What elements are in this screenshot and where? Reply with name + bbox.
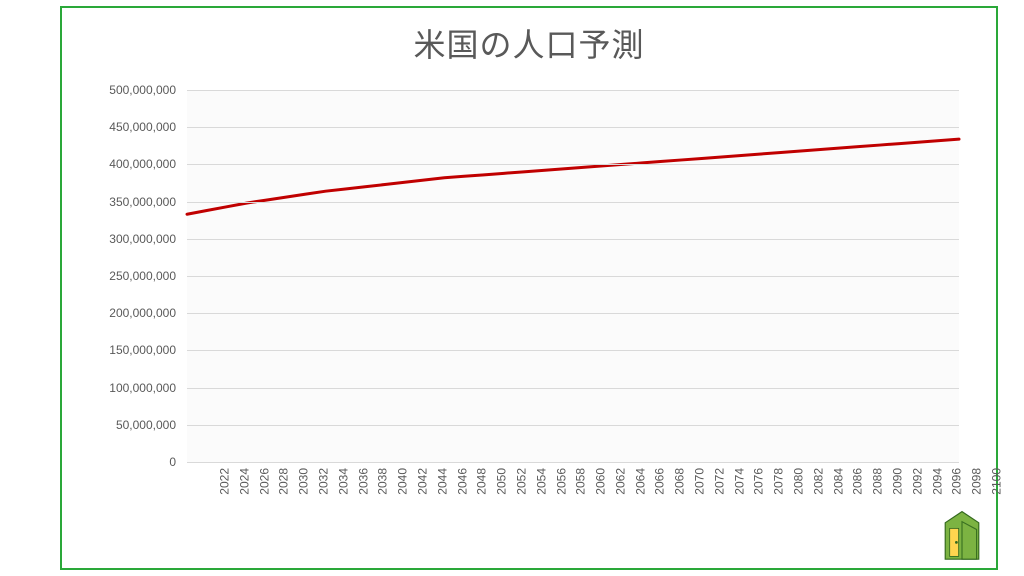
x-tick-label: 2092: [911, 468, 925, 495]
y-tick-label: 400,000,000: [81, 157, 176, 171]
y-tick-label: 450,000,000: [81, 120, 176, 134]
x-tick-label: 2064: [633, 468, 647, 495]
x-tick-label: 2090: [891, 468, 905, 495]
y-tick-label: 300,000,000: [81, 232, 176, 246]
x-tick-label: 2028: [277, 468, 291, 495]
gridline: [187, 388, 959, 389]
x-tick-label: 2026: [257, 468, 271, 495]
x-tick-label: 2034: [336, 468, 350, 495]
y-tick-label: 150,000,000: [81, 343, 176, 357]
x-tick-label: 2038: [376, 468, 390, 495]
x-tick-label: 2060: [594, 468, 608, 495]
y-tick-label: 350,000,000: [81, 195, 176, 209]
x-tick-label: 2080: [792, 468, 806, 495]
x-tick-label: 2096: [950, 468, 964, 495]
x-tick-label: 2098: [970, 468, 984, 495]
gridline: [187, 276, 959, 277]
x-tick-label: 2100: [990, 468, 1004, 495]
x-tick-label: 2068: [673, 468, 687, 495]
y-tick-label: 500,000,000: [81, 83, 176, 97]
gridline: [187, 350, 959, 351]
gridline: [187, 425, 959, 426]
x-tick-label: 2066: [653, 468, 667, 495]
x-tick-label: 2058: [574, 468, 588, 495]
x-tick-label: 2084: [831, 468, 845, 495]
x-tick-label: 2072: [713, 468, 727, 495]
gridline: [187, 462, 959, 463]
y-tick-label: 50,000,000: [81, 418, 176, 432]
gridline: [187, 239, 959, 240]
chart-title: 米国の人口予測: [62, 20, 996, 66]
chart-frame: 米国の人口予測 0 50,000,000 100,000,000 150,000,00…: [60, 6, 998, 570]
gridline: [187, 90, 959, 91]
y-tick-label: 0: [81, 455, 176, 469]
y-tick-label: 100,000,000: [81, 381, 176, 395]
x-tick-label: 2032: [317, 468, 331, 495]
x-tick-label: 2044: [435, 468, 449, 495]
gridline: [187, 127, 959, 128]
x-tick-label: 2042: [416, 468, 430, 495]
population-line: [187, 139, 959, 214]
gridline: [187, 202, 959, 203]
x-tick-label: 2082: [812, 468, 826, 495]
x-tick-label: 2054: [534, 468, 548, 495]
x-tick-label: 2052: [515, 468, 529, 495]
x-tick-label: 2076: [752, 468, 766, 495]
x-tick-label: 2040: [396, 468, 410, 495]
x-tick-label: 2086: [851, 468, 865, 495]
x-tick-label: 2074: [732, 468, 746, 495]
x-tick-label: 2024: [237, 468, 251, 495]
x-tick-label: 2022: [218, 468, 232, 495]
x-tick-label: 2070: [693, 468, 707, 495]
x-tick-label: 2036: [356, 468, 370, 495]
x-tick-label: 2046: [455, 468, 469, 495]
x-tick-label: 2094: [930, 468, 944, 495]
x-tick-label: 2078: [772, 468, 786, 495]
y-tick-label: 250,000,000: [81, 269, 176, 283]
x-tick-label: 2050: [495, 468, 509, 495]
gridline: [187, 164, 959, 165]
x-tick-label: 2030: [297, 468, 311, 495]
x-tick-label: 2088: [871, 468, 885, 495]
door-logo-icon: [934, 506, 990, 562]
x-tick-label: 2048: [475, 468, 489, 495]
y-tick-label: 200,000,000: [81, 306, 176, 320]
x-tick-label: 2056: [554, 468, 568, 495]
gridline: [187, 313, 959, 314]
x-tick-label: 2062: [614, 468, 628, 495]
